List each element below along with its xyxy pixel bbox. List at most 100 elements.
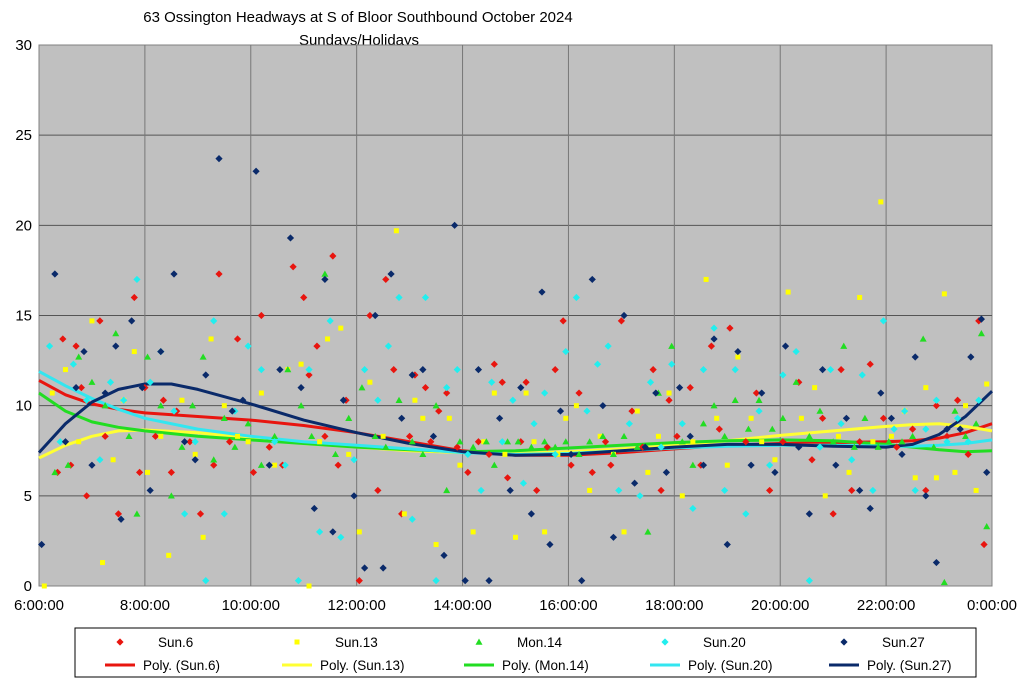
data-point <box>45 342 54 350</box>
data-point <box>818 414 827 422</box>
data-point <box>412 397 418 403</box>
data-points <box>38 155 991 589</box>
data-point <box>503 474 512 482</box>
data-point <box>798 415 804 421</box>
data-point <box>440 551 448 559</box>
data-point <box>707 342 715 350</box>
data-point <box>112 342 120 350</box>
data-point <box>64 461 72 468</box>
data-point <box>202 371 210 379</box>
data-point <box>88 461 96 469</box>
data-point <box>898 450 906 458</box>
data-point <box>583 407 591 415</box>
data-point <box>586 438 594 445</box>
data-point <box>356 529 362 535</box>
data-point <box>509 396 517 404</box>
legend-box <box>74 627 977 678</box>
data-point <box>485 450 493 458</box>
data-point <box>157 402 165 409</box>
data-point <box>919 335 927 342</box>
data-point <box>420 415 426 421</box>
x-tick-label: 0:00:00 <box>967 597 1017 614</box>
data-point <box>932 402 941 410</box>
data-point <box>306 583 312 589</box>
data-point <box>785 289 791 295</box>
data-point <box>245 439 251 445</box>
data-point <box>191 456 199 464</box>
data-point <box>710 402 718 409</box>
data-point <box>964 438 972 446</box>
data-point <box>89 318 95 324</box>
y-tick-label: 10 <box>15 398 32 415</box>
data-point <box>338 325 344 331</box>
data-point <box>496 414 504 422</box>
y-tick-label: 0 <box>24 578 32 595</box>
data-point <box>805 432 813 440</box>
data-point <box>723 540 731 549</box>
data-point <box>856 486 864 495</box>
data-point <box>714 415 720 421</box>
data-point <box>879 317 888 325</box>
data-point <box>731 366 739 374</box>
data-point <box>850 443 858 450</box>
data-point <box>395 396 403 403</box>
data-point <box>962 432 970 440</box>
data-point <box>964 450 972 458</box>
data-point <box>559 317 567 325</box>
data-point <box>191 438 199 446</box>
data-point <box>384 342 393 350</box>
data-point <box>244 420 252 427</box>
data-point <box>131 349 137 355</box>
data-point <box>101 432 109 440</box>
data-point <box>829 438 837 445</box>
x-tick-label: 14:00:00 <box>433 597 491 614</box>
data-point <box>673 432 681 440</box>
x-tick-label: 16:00:00 <box>539 597 597 614</box>
data-point <box>779 438 787 446</box>
data-point <box>41 583 47 589</box>
data-point <box>567 461 575 469</box>
data-point <box>49 390 55 396</box>
data-point <box>710 335 718 343</box>
data-point <box>281 461 289 469</box>
data-point <box>808 456 816 464</box>
data-point <box>88 378 96 385</box>
data-point <box>818 366 827 374</box>
data-point <box>433 542 439 548</box>
chart-title: 63 Ossington Headways at S of Bloor Sout… <box>143 9 572 26</box>
data-point <box>975 317 983 325</box>
data-point <box>329 252 337 260</box>
data-point <box>513 534 518 540</box>
data-point <box>542 529 548 535</box>
data-point <box>498 438 506 446</box>
data-point <box>419 450 427 458</box>
data-point <box>167 492 175 499</box>
data-point <box>210 461 218 469</box>
data-point <box>983 468 991 476</box>
data-point <box>747 461 755 469</box>
data-point <box>562 347 570 356</box>
data-point <box>527 510 535 518</box>
data-point <box>943 432 951 440</box>
data-point <box>690 439 696 445</box>
data-point <box>519 479 528 487</box>
data-point <box>932 396 941 404</box>
data-point <box>101 402 109 409</box>
data-point <box>257 461 265 468</box>
data-point <box>599 432 607 440</box>
legend-label: Sun.6 <box>158 635 193 650</box>
data-point <box>427 438 435 446</box>
data-point <box>38 540 46 549</box>
data-point <box>812 385 818 391</box>
data-point <box>766 461 774 469</box>
data-point <box>792 378 800 385</box>
data-point <box>522 378 530 386</box>
data-point <box>768 425 776 432</box>
data-point <box>597 433 603 439</box>
legend-label: Poly. (Mon.14) <box>502 658 589 673</box>
data-point <box>665 396 673 404</box>
data-point <box>588 468 596 476</box>
data-point <box>297 384 305 392</box>
data-point <box>393 228 399 234</box>
data-point <box>877 389 885 397</box>
